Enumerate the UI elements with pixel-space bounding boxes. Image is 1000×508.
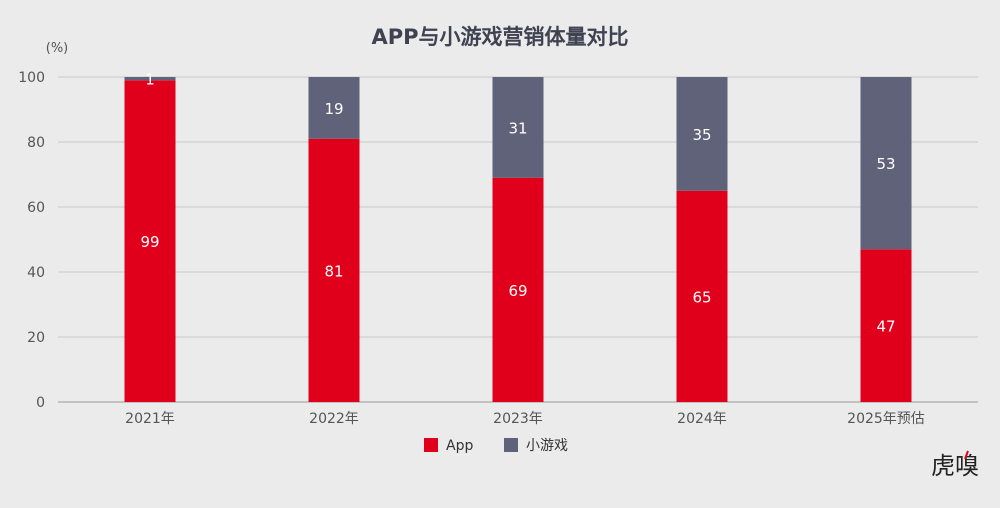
bar-value-label: 99 [140,233,159,251]
legend-swatch [424,438,438,452]
bar-value-label: 53 [876,155,895,173]
bar-value-label: 47 [876,318,895,336]
legend-label: App [446,438,473,454]
bar-value-label: 65 [692,288,711,306]
bar-segment [124,77,176,81]
bars: 99 1 81 19 69 31 65 35 47 53 [124,71,912,402]
bar-segment [676,77,728,191]
watermark-logo: 虎嗅 [931,450,979,480]
bar-value-label: 35 [692,126,711,144]
x-tick-label: 2021年 [125,411,175,427]
x-axis: 2021年 2022年 2023年 2024年 2025年预估 [125,411,925,427]
y-tick-label: 20 [27,330,45,346]
bar-segment [124,80,176,402]
watermark-accent [964,450,969,460]
bar-segment [492,177,544,402]
bar-value-label: 69 [508,282,527,300]
bar-segment [860,249,912,402]
bar-value-label: 1 [145,71,155,89]
y-tick-label: 80 [27,135,45,151]
x-tick-label: 2022年 [309,411,359,427]
y-tick-label: 0 [36,395,45,411]
chart-title: APP与小游戏营销体量对比 [371,25,628,49]
bar-segment [308,77,360,139]
legend-label: 小游戏 [526,438,568,454]
bar-segment [308,138,360,402]
x-tick-label: 2024年 [677,411,727,427]
bar-value-label: 19 [324,100,343,118]
x-tick-label: 2023年 [493,411,543,427]
y-axis: 0 20 40 60 80 100 [18,70,45,411]
y-tick-label: 60 [27,200,45,216]
bar-segment [860,77,912,250]
watermark-text: 虎嗅 [931,452,979,480]
bar-segment [676,190,728,402]
y-axis-unit: (%) [46,41,69,56]
legend: App 小游戏 [424,438,568,454]
x-tick-label: 2025年预估 [847,411,925,427]
bar-value-label: 81 [324,262,343,280]
y-tick-label: 100 [18,70,45,86]
bar-value-label: 31 [508,119,527,137]
y-tick-label: 40 [27,265,45,281]
legend-swatch [504,438,518,452]
bar-segment [492,77,544,178]
